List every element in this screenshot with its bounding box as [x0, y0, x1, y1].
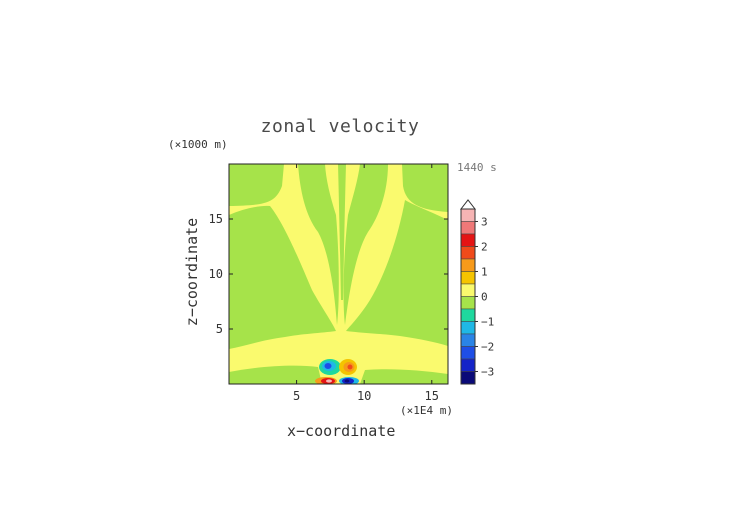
colorbar-bin-11 — [460, 346, 476, 360]
contour-fields — [229, 164, 448, 384]
colorbar-tick-label: −1 — [481, 316, 494, 329]
contour-region-centre-column — [338, 164, 346, 300]
colorbar-bin-9 — [460, 321, 476, 335]
chart-title: zonal velocity — [260, 116, 420, 137]
contour-cell-neg-bottom-right-inner — [344, 379, 350, 383]
y-unit-label: (×1000 m) — [168, 138, 228, 151]
x-tick-label: 15 — [425, 389, 439, 403]
y-axis-label: z−coordinate — [183, 217, 201, 327]
plot-frame — [228, 163, 449, 385]
contour-cell-pos-bottom-left — [315, 377, 337, 384]
y-tick-label: 15 — [209, 212, 223, 226]
colorbar-bin-4 — [460, 258, 476, 272]
colorbar-bin-12 — [460, 358, 476, 372]
colorbar-tick-label: 3 — [481, 216, 488, 229]
contour-cell-pos-bottom-left-inner — [326, 379, 332, 383]
contour-region-bottom-right — [360, 369, 448, 384]
contour-region-top-left — [229, 164, 284, 206]
y-tick-label: 5 — [216, 322, 223, 336]
colorbar-bin-8 — [460, 308, 476, 322]
x-unit-label: (×1E4 m) — [400, 404, 453, 417]
contour-region-bottom-left — [229, 365, 322, 384]
contour-region-inner-left-tongue — [298, 164, 339, 325]
colorbar-bin-13 — [460, 371, 476, 385]
colorbar-tick-label: 0 — [481, 291, 488, 304]
plot-area — [228, 163, 449, 385]
contour-region-top-right — [402, 164, 448, 212]
axes-layer: 5 10 15 5 10 15 — [209, 164, 448, 403]
colorbar: 3 2 1 0 −1 −2 −3 — [459, 199, 494, 385]
contour-cell-neg-left-inner — [324, 363, 332, 369]
colorbar-bin-1 — [460, 221, 476, 235]
contour-cell-neg-left — [319, 359, 341, 375]
colorbar-extend-arrow — [459, 199, 477, 210]
y-tick-label: 10 — [209, 267, 223, 281]
x-tick-label: 5 — [293, 389, 300, 403]
contour-cell-pos-right — [339, 359, 357, 375]
colorbar-tick-label: 2 — [481, 241, 488, 254]
colorbar-frame — [460, 208, 476, 385]
contour-cell-pos-right-inner — [347, 364, 353, 370]
contour-cell-neg-left-core — [322, 361, 336, 371]
colorbar-tick-label: −2 — [481, 341, 494, 354]
colorbar-bin-2 — [460, 233, 476, 247]
colorbar-bin-10 — [460, 333, 476, 347]
colorbar-bin-3 — [460, 246, 476, 260]
colorbar-bin-7 — [460, 296, 476, 310]
zero-to-half-background — [229, 164, 448, 384]
colorbar-bin-0 — [460, 208, 476, 222]
contour-cell-neg-bottom-right — [339, 377, 359, 384]
time-label: 1440 s — [457, 161, 497, 174]
contour-cell-pos-right-core — [343, 362, 355, 372]
contour-cell-neg-bottom-right-core — [342, 378, 354, 384]
contour-region-right-band — [346, 200, 448, 346]
colorbar-tick-label: −3 — [481, 366, 494, 379]
colorbar-tick-label: 1 — [481, 266, 488, 279]
colorbar-bin-5 — [460, 271, 476, 285]
x-axis-label: x−coordinate — [287, 422, 396, 440]
x-tick-label: 10 — [357, 389, 371, 403]
colorbar-bin-6 — [460, 283, 476, 297]
contour-cell-pos-bottom-left-core — [321, 378, 335, 384]
contour-region-left-band — [229, 205, 336, 349]
contour-region-inner-right-tongue — [343, 164, 388, 325]
